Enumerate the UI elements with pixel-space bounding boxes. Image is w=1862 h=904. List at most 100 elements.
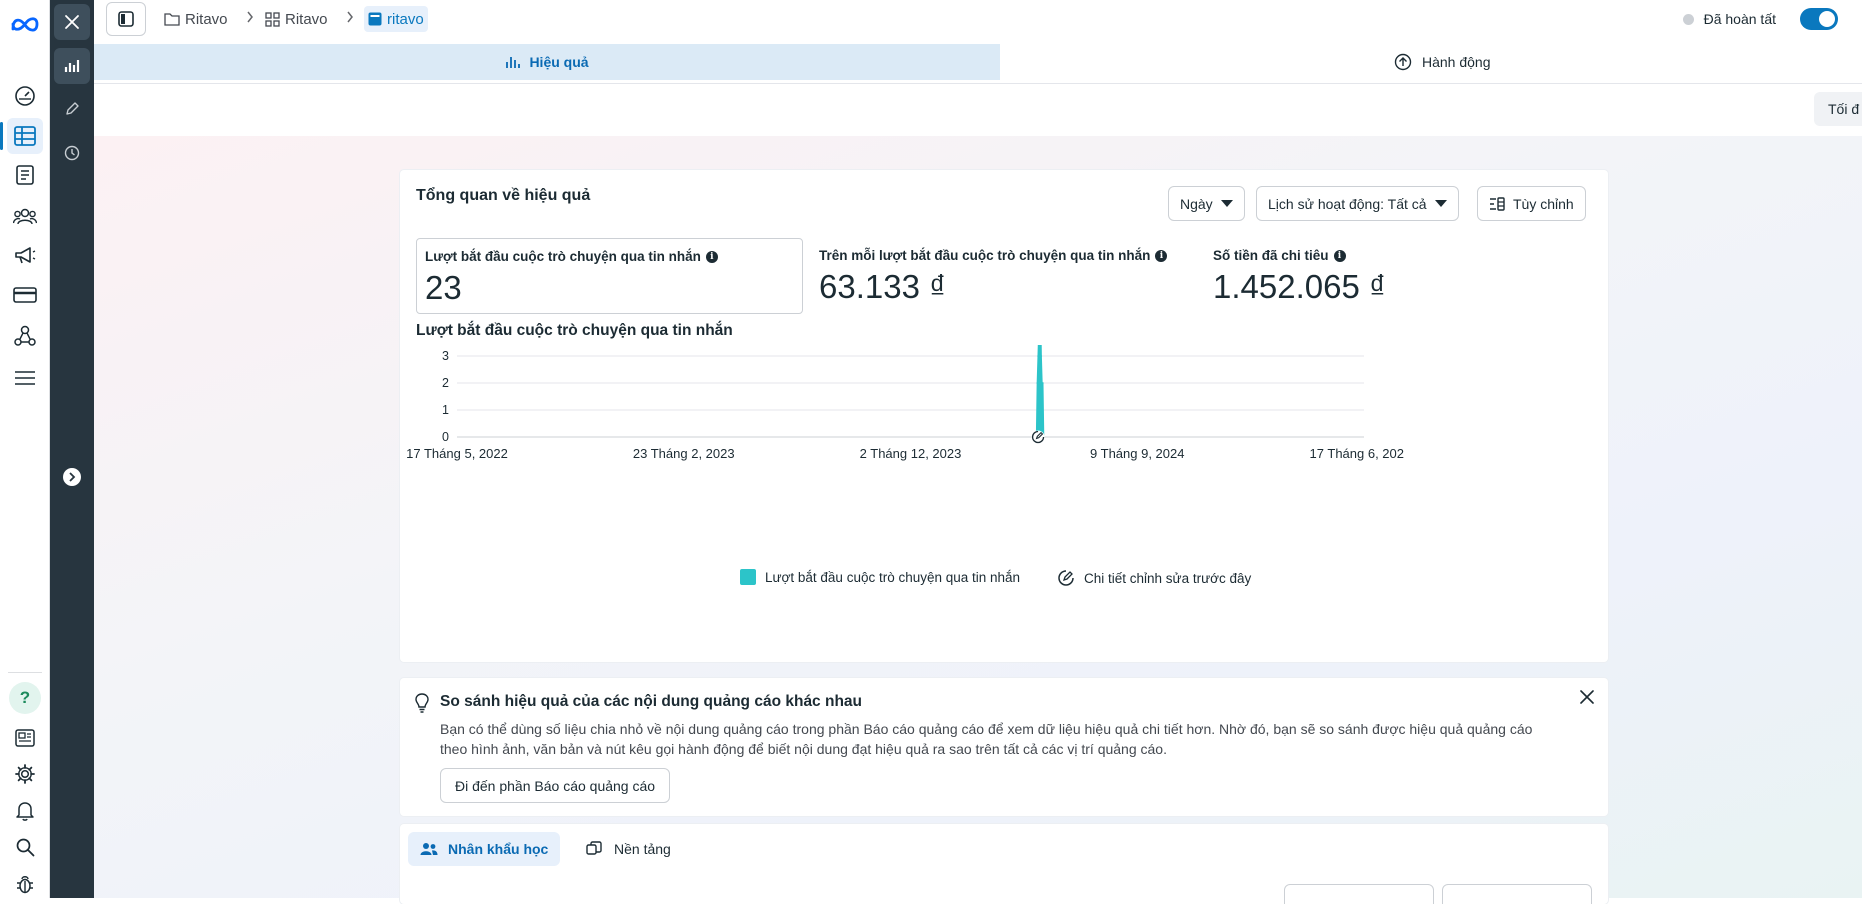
breadcrumb-campaign[interactable]: Ritavo <box>261 6 332 32</box>
chart-title: Lượt bắt đầu cuộc trò chuyện qua tin nhắ… <box>416 322 733 340</box>
edit-marker-icon[interactable] <box>1032 431 1045 444</box>
tab-platform-label: Nền tảng <box>614 841 671 857</box>
bug-report-icon[interactable] <box>7 866 43 902</box>
expand-chevron-icon[interactable] <box>54 459 90 495</box>
granularity-dropdown[interactable]: Ngày <box>1168 186 1245 221</box>
customize-button[interactable]: Tùy chỉnh <box>1477 186 1586 221</box>
breadcrumb-campaign-label: Ritavo <box>285 11 328 28</box>
legend-swatch <box>740 569 756 585</box>
bar-chart-icon <box>505 55 521 69</box>
x-tick-label: 9 Tháng 9, 2024 <box>1090 446 1184 461</box>
tab-platform[interactable]: Nền tảng <box>578 832 679 866</box>
performance-title: Tổng quan về hiệu quả <box>416 187 590 205</box>
history-clock-icon[interactable] <box>54 135 90 171</box>
nav-divider <box>8 672 42 673</box>
platform-icon <box>586 841 602 857</box>
audiences-icon[interactable] <box>7 198 43 234</box>
news-icon[interactable] <box>7 720 43 756</box>
customize-columns-icon <box>1489 197 1505 211</box>
legend-edits-label: Chi tiết chỉnh sửa trước đây <box>1084 571 1251 586</box>
edit-history-icon <box>1057 569 1075 587</box>
breadcrumb-separator-icon <box>246 11 254 23</box>
ads-manager-table-icon[interactable] <box>7 118 43 154</box>
metric-amount-spent[interactable]: Số tiền đã chi tiêu i 1.452.065 ₫ <box>1205 238 1585 314</box>
status-dot-icon <box>1683 14 1694 25</box>
business-network-icon[interactable] <box>7 318 43 354</box>
sidebar-toggle-button[interactable] <box>106 2 146 36</box>
info-icon[interactable]: i <box>1155 250 1167 262</box>
top-bar: Ritavo Ritavo ritavo Đã hoàn tất <box>94 0 1862 38</box>
legend-edits[interactable]: Chi tiết chỉnh sửa trước đây <box>1057 569 1251 587</box>
data-point <box>1039 382 1041 384</box>
metric-cost-per-conversation[interactable]: Trên mỗi lượt bắt đầu cuộc trò chuyện qu… <box>811 238 1191 314</box>
info-icon[interactable]: i <box>1334 250 1346 262</box>
lightbulb-icon <box>414 693 430 713</box>
reports-icon[interactable] <box>7 157 43 193</box>
x-tick-label: 17 Tháng 5, 2022 <box>406 446 508 461</box>
caret-down-icon <box>1435 200 1447 207</box>
breadcrumb-ad[interactable]: ritavo <box>364 6 428 32</box>
sidebar-panel-icon <box>118 11 134 27</box>
breakdown-dropdown-1[interactable] <box>1284 884 1434 904</box>
optimize-button[interactable]: Tối đ <box>1814 92 1862 126</box>
y-tick-label: 1 <box>442 403 449 417</box>
metric-label: Số tiền đã chi tiêu <box>1213 248 1329 263</box>
ad-icon <box>368 12 382 26</box>
data-point <box>1040 355 1042 357</box>
y-tick-label: 2 <box>442 376 449 390</box>
close-icon[interactable] <box>1580 690 1594 704</box>
tab-actions-label: Hành động <box>1422 54 1491 70</box>
series-area <box>1036 345 1043 437</box>
settings-gear-icon[interactable] <box>7 756 43 792</box>
metric-value: 63.133 ₫ <box>819 268 946 306</box>
tab-performance[interactable]: Hiệu quả <box>94 44 1000 80</box>
activity-history-dropdown[interactable]: Lịch sử hoạt động: Tất cả <box>1256 186 1459 221</box>
breakdown-card: Nhân khẩu học Nền tảng <box>400 824 1608 904</box>
legend-series-label: Lượt bắt đầu cuộc trò chuyện qua tin nhắ… <box>765 570 1020 585</box>
metric-value: 1.452.065 ₫ <box>1213 268 1386 306</box>
delivery-status: Đã hoàn tất <box>1683 0 1838 38</box>
performance-chart-icon[interactable] <box>54 48 90 84</box>
left-nav: ? <box>0 0 50 898</box>
data-point <box>1036 382 1038 384</box>
y-tick-label: 3 <box>442 349 449 363</box>
breadcrumb-ad-label: ritavo <box>387 11 424 28</box>
data-point <box>1042 382 1044 384</box>
go-to-ads-reporting-button[interactable]: Đi đến phần Báo cáo quảng cáo <box>440 768 670 803</box>
breakdown-dropdown-2[interactable] <box>1442 884 1592 904</box>
breadcrumb-separator-icon <box>346 11 354 23</box>
meta-logo-icon[interactable] <box>7 6 43 42</box>
panel-tabs: Hiệu quả Hành động <box>94 44 1862 84</box>
help-icon[interactable]: ? <box>7 680 43 716</box>
x-tick-label: 23 Tháng 2, 2023 <box>633 446 735 461</box>
status-label: Đã hoàn tất <box>1704 11 1776 27</box>
info-icon[interactable]: i <box>706 251 718 263</box>
ad-on-off-toggle[interactable] <box>1800 8 1838 30</box>
creative-comparison-tip: So sánh hiệu quả của các nội dung quảng … <box>400 678 1608 816</box>
legend-series[interactable]: Lượt bắt đầu cuộc trò chuyện qua tin nhắ… <box>740 569 1020 585</box>
customize-label: Tùy chỉnh <box>1513 196 1574 212</box>
folder-icon <box>164 12 180 26</box>
y-tick-label: 0 <box>442 430 449 444</box>
granularity-value: Ngày <box>1180 196 1213 212</box>
breadcrumb-folder[interactable]: Ritavo <box>160 6 232 32</box>
x-tick-label: 17 Tháng 6, 202 <box>1310 446 1404 461</box>
tab-actions[interactable]: Hành động <box>1394 44 1491 80</box>
all-tools-menu-icon[interactable] <box>7 360 43 396</box>
data-point <box>1037 355 1039 357</box>
billing-card-icon[interactable] <box>7 277 43 313</box>
campaigns-megaphone-icon[interactable] <box>7 237 43 273</box>
dashboard-icon[interactable] <box>7 78 43 114</box>
people-icon <box>420 842 438 856</box>
notifications-bell-icon[interactable] <box>7 793 43 829</box>
arrow-up-circle-icon <box>1394 53 1412 71</box>
edit-pencil-icon[interactable] <box>54 91 90 127</box>
tip-title: So sánh hiệu quả của các nội dung quảng … <box>440 693 862 711</box>
close-icon[interactable] <box>54 4 90 40</box>
tab-demographics[interactable]: Nhân khẩu học <box>408 832 560 866</box>
search-icon[interactable] <box>7 829 43 865</box>
campaign-grid-icon <box>265 12 280 27</box>
tip-body: Bạn có thể dùng số liệu chia nhỏ về nội … <box>440 719 1560 759</box>
metric-messaging-conversations[interactable]: Lượt bắt đầu cuộc trò chuyện qua tin nhắ… <box>416 238 803 314</box>
